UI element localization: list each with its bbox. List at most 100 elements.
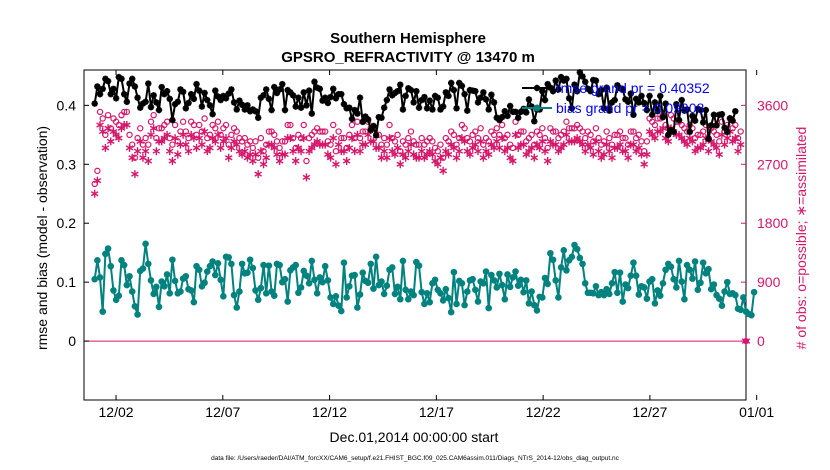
rmse-point	[523, 109, 530, 116]
bias-point	[190, 298, 198, 306]
rmse-point	[434, 94, 441, 101]
bias-point	[220, 292, 227, 300]
rmse-point	[233, 106, 240, 113]
obs-assimilated-marker	[254, 170, 263, 179]
obs-assimilated-marker	[114, 134, 123, 143]
bias-point	[201, 279, 208, 287]
y2-tick-label: 3600	[757, 97, 788, 113]
bias-point	[359, 269, 367, 277]
obs-assimilated-marker	[342, 157, 351, 166]
obs-possible-marker	[257, 134, 265, 142]
obs-assimilated-marker	[249, 157, 257, 166]
bias-point	[297, 284, 305, 291]
rmse-point	[367, 126, 374, 134]
bias-point	[212, 271, 219, 279]
bias-point	[748, 311, 755, 319]
obs-assimilated-marker	[699, 140, 707, 149]
obs-possible-marker	[322, 128, 329, 135]
obs-assimilated-marker	[511, 130, 520, 139]
bias-point	[380, 290, 388, 298]
obs-possible-marker	[271, 131, 278, 139]
rmse-point	[324, 99, 332, 107]
rmse-point	[123, 98, 131, 106]
rmse-point	[397, 81, 404, 88]
obs-assimilated-marker	[356, 147, 364, 156]
bias-point	[506, 283, 514, 291]
rmse-point	[525, 96, 533, 103]
obs-assimilated-marker	[133, 147, 142, 156]
rmse-point	[225, 90, 232, 97]
rmse-point	[512, 108, 519, 116]
rmse-point	[721, 124, 728, 131]
obs-possible-marker	[252, 138, 259, 145]
rmse-point	[640, 99, 648, 107]
obs-assimilated-marker	[262, 153, 271, 162]
bias-point	[214, 259, 222, 267]
rmse-point	[627, 90, 634, 97]
bias-point	[670, 275, 677, 283]
bias-point	[155, 303, 163, 311]
obs-possible-marker	[616, 128, 624, 135]
obs-possible-marker	[493, 125, 500, 132]
obs-possible-marker	[228, 131, 235, 139]
obs-assimilated-marker	[715, 150, 724, 159]
obs-possible-marker	[335, 128, 342, 135]
obs-assimilated-marker	[144, 157, 153, 166]
plot-area: 12/02 12/07 12/12 12/17 12/22 12/27 01/01 0 0.1 0…	[57, 69, 788, 420]
rmse-point	[346, 104, 353, 111]
bias-point	[482, 268, 490, 275]
rmse-point	[413, 88, 420, 95]
obs-assimilated-marker	[171, 134, 179, 143]
bias-point	[166, 290, 174, 297]
bias-point	[332, 292, 340, 300]
obs-assimilated-marker	[173, 150, 182, 159]
bias-point	[404, 295, 412, 303]
bias-point	[501, 295, 509, 303]
bias-point	[480, 280, 487, 287]
obs-possible-marker	[694, 131, 701, 139]
rmse-point	[488, 91, 495, 98]
rmse-point	[297, 104, 305, 111]
obs-assimilated-marker	[530, 153, 539, 162]
bias-point	[284, 298, 291, 305]
obs-possible-marker	[354, 118, 361, 125]
bias-point	[402, 286, 409, 294]
obs-assimilated-marker	[538, 137, 547, 146]
obs-possible-marker	[120, 108, 128, 116]
obs-assimilated-marker	[498, 134, 506, 143]
obs-assimilated-marker	[90, 189, 99, 198]
bias-point	[579, 260, 586, 268]
rmse-point	[646, 92, 653, 100]
obs-possible-marker	[472, 128, 479, 135]
obs-assimilated-marker	[131, 170, 139, 179]
rmse-point	[137, 104, 144, 111]
legend-marker-0	[533, 84, 541, 92]
obs-possible-marker	[249, 144, 257, 152]
bias-point	[321, 262, 329, 270]
obs-assimilated-marker	[353, 130, 362, 139]
obs-assimilated-marker	[541, 147, 549, 156]
obs-assimilated-marker	[484, 150, 493, 159]
obs-possible-marker	[155, 125, 163, 132]
rmse-point	[541, 96, 549, 104]
rmse-point	[683, 106, 691, 113]
rmse-point	[675, 116, 683, 124]
y-tick-label: 0.2	[57, 215, 77, 231]
bias-point	[327, 294, 334, 301]
rmse-point	[260, 92, 267, 99]
rmse-point	[322, 94, 329, 101]
bias-point	[541, 274, 549, 282]
obs-possible-marker	[179, 118, 187, 125]
rmse-point	[506, 102, 514, 110]
obs-possible-marker	[214, 118, 222, 125]
rmse-point	[378, 114, 385, 121]
bias-point	[611, 268, 618, 276]
obs-possible-marker	[549, 128, 557, 135]
bias-point	[134, 311, 141, 318]
bias-point	[246, 256, 254, 264]
bias-point	[187, 287, 195, 294]
obs-assimilated-marker	[519, 140, 528, 149]
bias-point	[292, 261, 300, 269]
bias-point	[547, 249, 554, 257]
obs-possible-marker	[386, 121, 393, 129]
